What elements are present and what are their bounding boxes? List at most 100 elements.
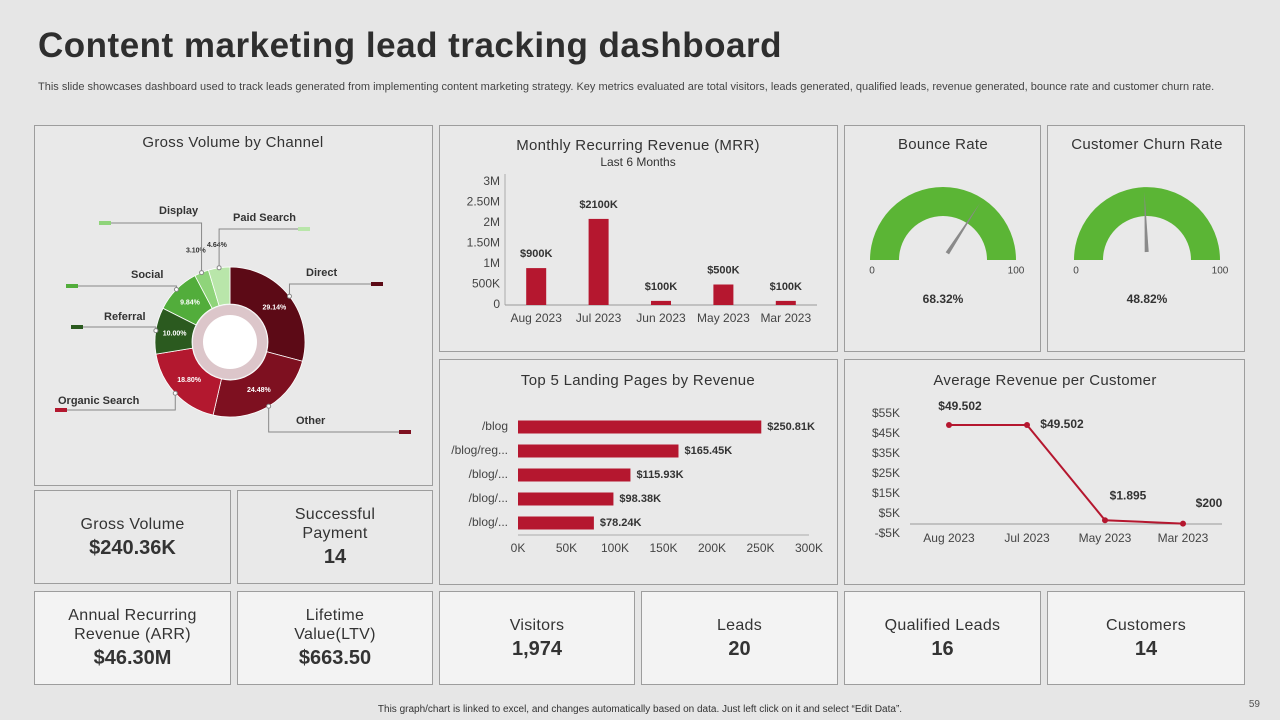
chart-subtitle: Last 6 Months	[600, 155, 675, 169]
chart-title: Gross Volume by Channel	[142, 134, 323, 151]
kpi-label: Leads	[716, 616, 763, 634]
y-tick-label: 500K	[472, 277, 500, 291]
kpi-value: $240.36K	[89, 536, 176, 559]
bar	[775, 300, 796, 305]
data-label: $115.93K	[636, 469, 683, 481]
leader-dot	[153, 328, 159, 334]
data-label: $49.502	[1040, 417, 1084, 431]
y-tick-label: 2.50M	[467, 195, 500, 209]
kpi-value: 14	[323, 546, 347, 568]
leader-line	[288, 283, 383, 297]
y-tick-label: $25K	[872, 466, 900, 480]
data-label: 24.48%	[247, 387, 272, 394]
y-tick-label: /blog/...	[469, 467, 508, 481]
x-tick-label: Mar 2023	[760, 311, 811, 325]
page-title: Content marketing lead tracking dashboar…	[38, 26, 782, 65]
chart-title: Monthly Recurring Revenue (MRR)	[516, 137, 760, 154]
line-marker	[1024, 421, 1030, 428]
data-label: 18.80%	[177, 377, 202, 384]
page-number: 59	[1248, 699, 1260, 710]
donut-segment	[207, 266, 231, 307]
y-tick-label: /blog/...	[469, 515, 508, 529]
x-tick-label: 150K	[649, 541, 677, 555]
leader-line	[55, 393, 176, 411]
y-tick-label: $15K	[872, 486, 900, 500]
kpi-value: 1,974	[511, 637, 563, 660]
gauge-needle	[1144, 192, 1149, 253]
donut-segment	[229, 266, 306, 362]
y-tick-label: 0	[493, 297, 500, 311]
y-tick-label: /blog	[482, 419, 508, 433]
gauge-max: 100	[1008, 266, 1025, 277]
footer-note: This graph/chart is linked to excel, and…	[377, 704, 903, 715]
category-label: Referral	[104, 311, 146, 323]
chart-title: Bounce Rate	[898, 136, 988, 153]
x-tick-label: 100K	[601, 541, 629, 555]
data-label: 9.84%	[180, 300, 201, 307]
leader-line	[218, 228, 310, 268]
kpi-label: Lifetime Value(LTV)	[294, 607, 376, 643]
kpi-label: Annual Recurring Revenue (ARR)	[68, 607, 197, 643]
data-label: 3.10%	[186, 248, 207, 255]
bar	[518, 468, 631, 482]
y-tick-label: 1M	[483, 256, 500, 270]
leader-line	[66, 285, 177, 290]
x-tick-label: 250K	[746, 541, 774, 555]
data-label: $100K	[770, 281, 802, 293]
category-label: Display	[159, 205, 199, 217]
y-tick-label: 3M	[483, 174, 500, 188]
data-label: $900K	[520, 248, 552, 260]
legend-swatch	[399, 430, 411, 434]
kpi-label: Customers	[1105, 616, 1187, 634]
y-tick-label: 2M	[483, 215, 500, 229]
legend-swatch	[55, 408, 67, 412]
donut-hole	[203, 315, 257, 369]
category-label: Paid Search	[233, 212, 296, 224]
chart-title: Average Revenue per Customer	[933, 372, 1156, 389]
data-label: $78.24K	[600, 517, 642, 529]
leader-dot	[173, 287, 179, 293]
kpi-label: Qualified Leads	[884, 616, 1001, 634]
data-label: 4.64%	[207, 242, 228, 249]
line	[949, 423, 1184, 525]
data-label: $98.38K	[619, 493, 661, 505]
line-marker	[1180, 520, 1186, 527]
data-label: $1.895	[1110, 488, 1147, 502]
kpi-value: 20	[728, 637, 751, 660]
x-tick-label: 200K	[698, 541, 726, 555]
leader-dot	[172, 390, 178, 396]
legend-swatch	[298, 227, 310, 231]
panel	[439, 359, 838, 585]
gauge-max: 100	[1212, 266, 1229, 277]
kpi-label: Successful Payment	[294, 506, 376, 542]
leader-line	[71, 326, 157, 331]
data-label: $100K	[645, 281, 677, 293]
x-tick-label: Aug 2023	[511, 311, 563, 325]
chart-title: Top 5 Landing Pages by Revenue	[521, 372, 755, 389]
data-label: 29.14%	[263, 305, 288, 312]
gauge-min: 0	[869, 266, 875, 277]
bar	[588, 218, 609, 305]
kpi-card: Visitors 1,974	[439, 591, 635, 685]
x-tick-label: May 2023	[1079, 531, 1132, 545]
x-tick-label: 0K	[511, 541, 526, 555]
chart-title: Customer Churn Rate	[1071, 136, 1223, 153]
y-tick-label: /blog/reg...	[451, 443, 508, 457]
kpi-value: 16	[931, 637, 954, 660]
kpi-card: Annual Recurring Revenue (ARR) $46.30M	[34, 591, 231, 685]
y-tick-label: /blog/...	[469, 491, 508, 505]
x-tick-label: 50K	[556, 541, 577, 555]
panel	[844, 359, 1245, 585]
data-label: $250.81K	[767, 421, 815, 433]
y-tick-label: $35K	[872, 446, 900, 460]
kpi-card: Gross Volume $240.36K	[34, 490, 231, 584]
leader-dot	[286, 293, 292, 299]
category-label: Direct	[306, 267, 338, 279]
x-tick-label: Jul 2023	[576, 311, 622, 325]
bar	[651, 300, 671, 305]
legend-swatch	[371, 282, 383, 286]
bar	[518, 516, 594, 530]
data-label: $200	[1196, 496, 1223, 510]
